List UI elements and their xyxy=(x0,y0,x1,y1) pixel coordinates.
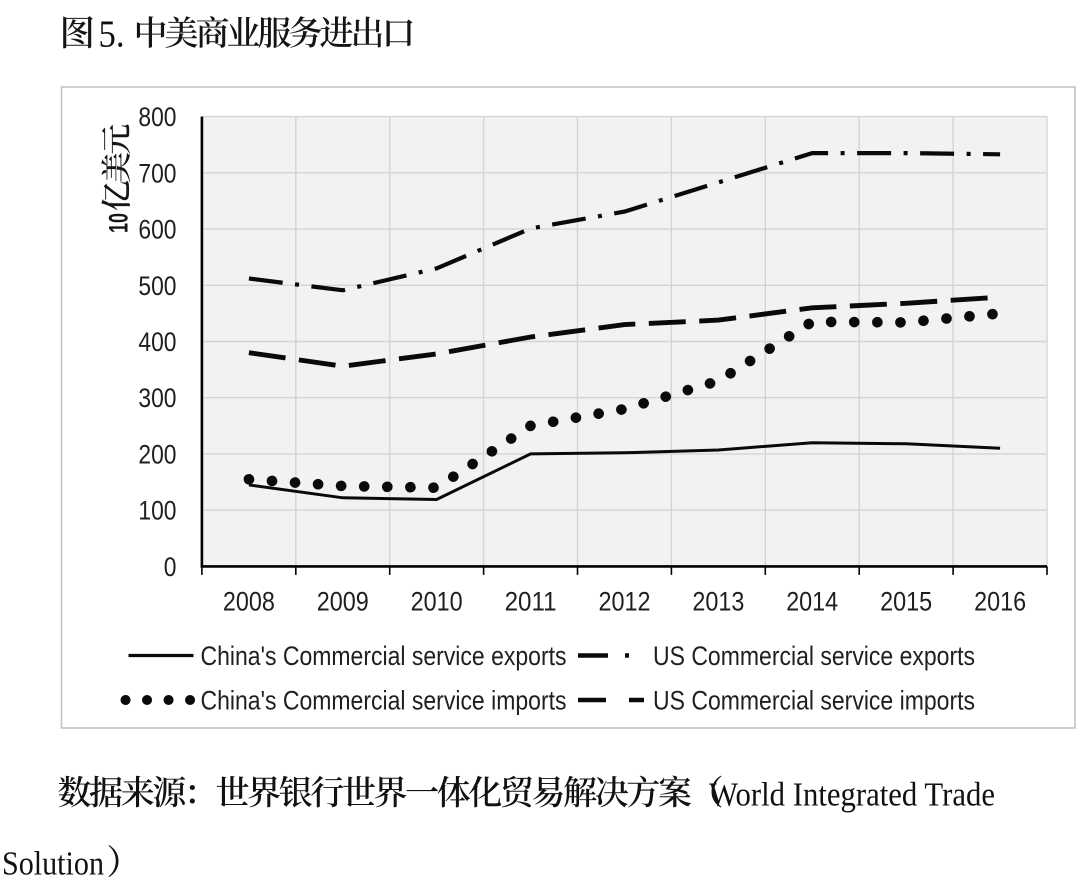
svg-text:800: 800 xyxy=(138,102,176,132)
svg-text:2015: 2015 xyxy=(880,587,932,617)
svg-text:200: 200 xyxy=(138,439,176,469)
svg-text:Solution: Solution xyxy=(2,846,104,883)
svg-text:China's Commercial service exp: China's Commercial service exports xyxy=(201,641,567,671)
svg-text:100: 100 xyxy=(138,496,176,526)
svg-text:10: 10 xyxy=(104,213,134,233)
svg-text:2014: 2014 xyxy=(786,587,838,617)
svg-text:2013: 2013 xyxy=(692,587,744,617)
svg-text:400: 400 xyxy=(138,327,176,357)
svg-text:300: 300 xyxy=(138,383,176,413)
svg-text:2012: 2012 xyxy=(599,587,651,617)
svg-text:0: 0 xyxy=(164,552,177,582)
svg-text:2009: 2009 xyxy=(317,587,369,617)
svg-text:World Integrated Trade: World Integrated Trade xyxy=(709,777,995,814)
svg-text:China's Commercial service imp: China's Commercial service imports xyxy=(201,686,567,716)
svg-text:US Commercial service imports: US Commercial service imports xyxy=(653,686,975,716)
svg-text:US Commercial service exports: US Commercial service exports xyxy=(653,641,975,671)
svg-text:2016: 2016 xyxy=(974,587,1026,617)
svg-text:2010: 2010 xyxy=(411,587,463,617)
svg-text:500: 500 xyxy=(138,271,176,301)
svg-text:600: 600 xyxy=(138,215,176,245)
svg-text:2008: 2008 xyxy=(223,587,275,617)
svg-text:5.: 5. xyxy=(99,14,125,56)
svg-text:700: 700 xyxy=(138,158,176,188)
svg-text:2011: 2011 xyxy=(505,587,557,617)
